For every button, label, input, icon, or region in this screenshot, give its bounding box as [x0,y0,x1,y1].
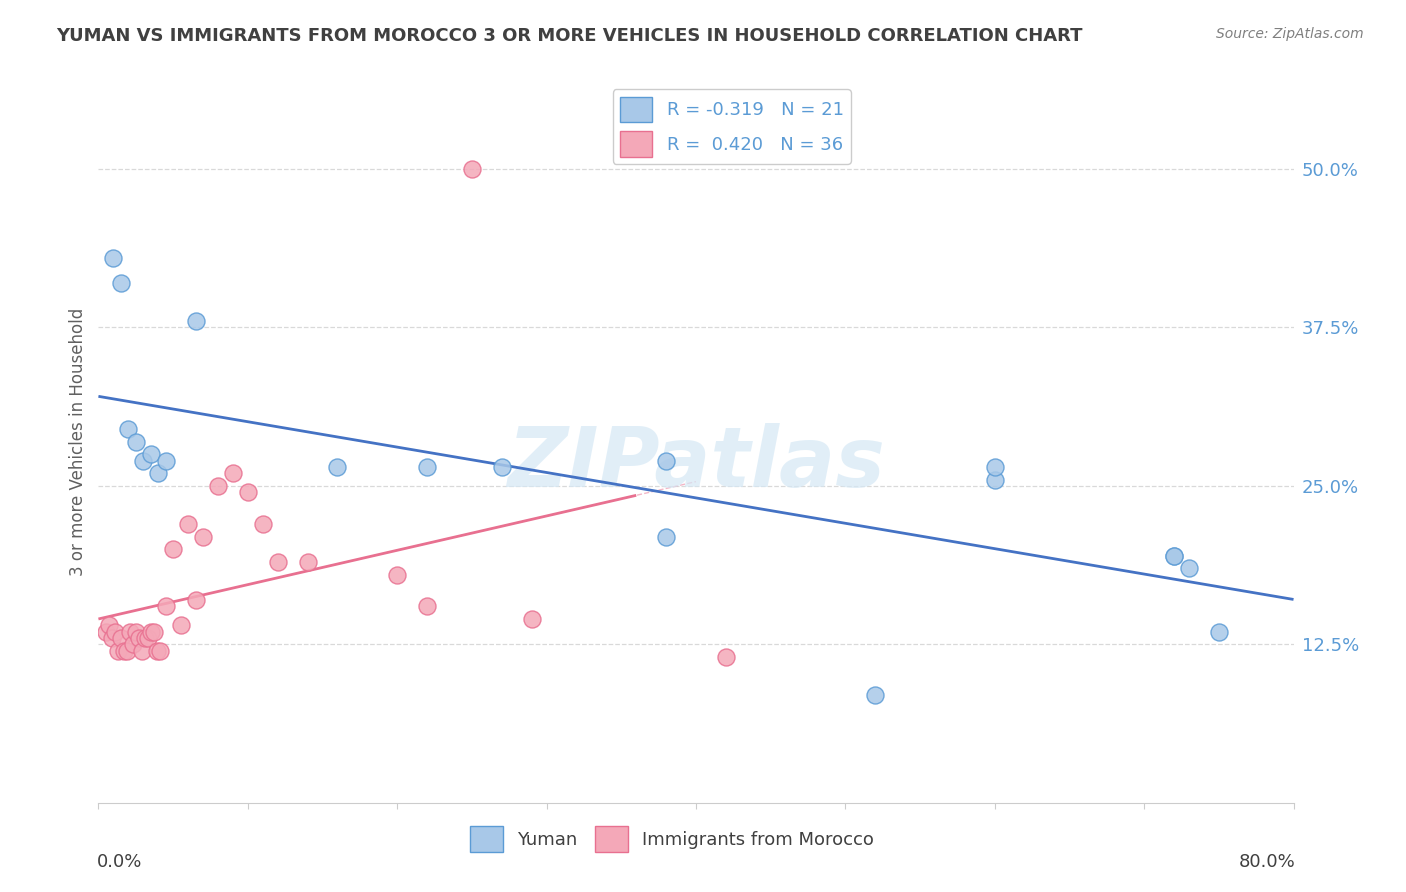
Text: Source: ZipAtlas.com: Source: ZipAtlas.com [1216,27,1364,41]
Point [148,467,170,481]
Point [297,555,319,569]
Point [110,631,132,645]
Y-axis label: 3 or more Vehicles in Household: 3 or more Vehicles in Household [69,308,87,575]
Point [416,459,439,474]
Point [107,643,129,657]
Point [112,643,135,657]
Point [139,447,162,461]
Point [162,542,184,557]
Point [101,631,124,645]
Point [155,453,177,467]
Point [121,637,143,651]
Point [491,459,513,474]
Point [155,599,177,614]
Point [385,567,409,582]
Point [416,599,439,614]
Point [865,688,887,702]
Text: 0.0%: 0.0% [97,854,142,871]
Point [184,593,207,607]
Point [136,631,159,645]
Point [655,530,678,544]
Point [145,643,167,657]
Point [714,650,737,665]
Point [142,624,165,639]
Point [125,624,148,639]
Point [655,453,678,467]
Point [104,624,127,639]
Point [1163,549,1185,563]
Point [326,459,349,474]
Point [207,479,229,493]
Point [236,485,259,500]
Point [115,643,138,657]
Point [984,459,1007,474]
Legend: Yuman, Immigrants from Morocco: Yuman, Immigrants from Morocco [463,819,882,859]
Point [117,422,139,436]
Point [97,618,120,632]
Point [252,516,274,531]
Point [184,314,207,328]
Point [1163,549,1185,563]
Text: ZIPatlas: ZIPatlas [508,423,884,504]
Point [139,624,162,639]
Point [267,555,290,569]
Point [125,434,148,449]
Point [131,643,153,657]
Point [94,624,117,639]
Point [984,473,1007,487]
Point [169,618,191,632]
Point [461,161,484,176]
Text: YUMAN VS IMMIGRANTS FROM MOROCCO 3 OR MORE VEHICLES IN HOUSEHOLD CORRELATION CHA: YUMAN VS IMMIGRANTS FROM MOROCCO 3 OR MO… [56,27,1083,45]
Point [1178,561,1201,575]
Point [520,612,543,626]
Point [1208,624,1230,639]
Point [134,631,156,645]
Point [132,453,155,467]
Point [177,516,200,531]
Point [191,530,214,544]
Point [222,467,245,481]
Point [149,643,172,657]
Point [118,624,141,639]
Point [128,631,150,645]
Point [103,251,125,265]
Text: 80.0%: 80.0% [1239,854,1295,871]
Point [110,276,132,290]
